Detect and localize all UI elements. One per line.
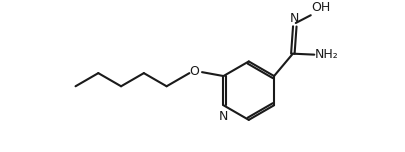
- Text: N: N: [218, 110, 227, 123]
- Text: O: O: [188, 65, 198, 78]
- Text: NH₂: NH₂: [314, 48, 338, 61]
- Text: N: N: [290, 12, 299, 25]
- Text: OH: OH: [311, 1, 330, 14]
